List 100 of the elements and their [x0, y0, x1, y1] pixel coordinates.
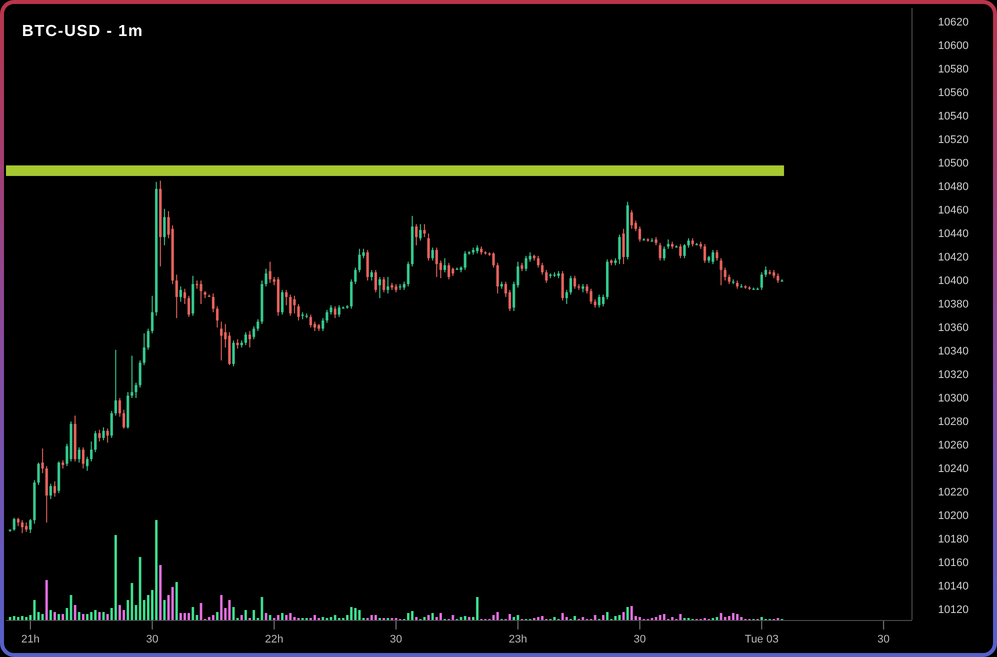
bar [49, 610, 52, 620]
bar [228, 600, 231, 620]
candlestick [728, 274, 730, 285]
candlestick [573, 275, 576, 290]
bar [638, 617, 642, 620]
bar [114, 535, 117, 620]
candlestick [760, 272, 763, 290]
candlestick [98, 429, 101, 442]
y-tick-label: 10380 [938, 298, 969, 311]
candlestick [175, 274, 178, 319]
bar [78, 612, 80, 620]
candlestick [37, 462, 40, 486]
y-tick-label: 10400 [938, 275, 969, 288]
y-tick-label: 10220 [938, 486, 969, 498]
candlestick [183, 288, 186, 305]
candlestick [720, 258, 722, 286]
bar [606, 612, 609, 620]
candlestick [431, 247, 434, 262]
bar [630, 606, 633, 620]
candlestick [110, 410, 113, 438]
bar [62, 614, 64, 620]
candlestick [704, 244, 706, 264]
y-tick-label: 10260 [938, 439, 969, 452]
candlestick [326, 309, 328, 324]
candlestick [586, 284, 588, 294]
candlestick [716, 249, 718, 262]
bar [541, 616, 544, 620]
bar [66, 608, 68, 620]
bar [155, 520, 158, 620]
y-tick-label: 10160 [938, 556, 969, 569]
candlestick [322, 318, 324, 332]
bar [411, 611, 414, 620]
y-tick-label: 10240 [938, 462, 969, 475]
candlestick [130, 355, 134, 398]
candlestick [86, 456, 89, 472]
bar [163, 600, 166, 620]
bar [720, 613, 722, 620]
bar [314, 615, 316, 620]
candlestick [724, 267, 726, 282]
bar [260, 597, 264, 620]
text: BTC-USD - 1m [22, 23, 144, 40]
bar [464, 616, 466, 620]
candlestick [188, 295, 190, 318]
candlestick [179, 286, 182, 302]
bar [216, 612, 218, 620]
bar [82, 614, 84, 620]
bar [159, 565, 162, 620]
bar [281, 613, 284, 620]
bar [654, 617, 658, 620]
bar [602, 615, 604, 620]
x-tick-label: 30 [634, 633, 646, 646]
bar [740, 617, 743, 620]
candlestick [244, 332, 248, 346]
candlestick [443, 258, 446, 273]
candlestick [658, 242, 662, 262]
bar [370, 615, 373, 620]
candlestick [382, 276, 386, 293]
bar [12, 616, 16, 620]
bar [268, 615, 272, 620]
x-tick-label: 22h [264, 633, 284, 646]
y-tick-label: 10180 [938, 533, 969, 546]
candlestick [687, 238, 690, 248]
bar [537, 617, 540, 620]
bar [175, 582, 178, 620]
candlestick [712, 249, 714, 265]
candlestick [602, 294, 605, 307]
bar [41, 614, 44, 620]
y-tick-label: 10340 [938, 346, 969, 358]
x-tick-label: Tue 03 [744, 633, 779, 646]
bar [322, 617, 324, 620]
bar [285, 615, 288, 620]
bar [582, 617, 584, 620]
candlestick [358, 248, 361, 273]
bar [435, 617, 438, 620]
bar [508, 614, 512, 620]
candlestick [146, 328, 150, 350]
bar [614, 616, 617, 620]
bar [423, 617, 426, 620]
bar [724, 617, 726, 620]
candlestick [256, 318, 260, 332]
candlestick [313, 321, 316, 332]
candlestick [386, 276, 390, 294]
candlestick [212, 292, 214, 313]
candlestick [618, 234, 621, 265]
candlestick [630, 210, 633, 230]
bar [736, 614, 739, 620]
bar [54, 612, 56, 620]
bar [25, 617, 28, 620]
candlestick [622, 228, 625, 265]
candlestick [569, 275, 572, 296]
bar [8, 617, 12, 620]
candlestick [448, 262, 450, 280]
candlestick [280, 289, 284, 316]
candlestick [415, 224, 418, 246]
candlestick [122, 409, 126, 430]
bar [732, 613, 734, 620]
candlestick [150, 295, 154, 334]
y-tick-label: 10300 [938, 392, 969, 405]
bar [626, 607, 629, 620]
candlestick [330, 304, 332, 316]
